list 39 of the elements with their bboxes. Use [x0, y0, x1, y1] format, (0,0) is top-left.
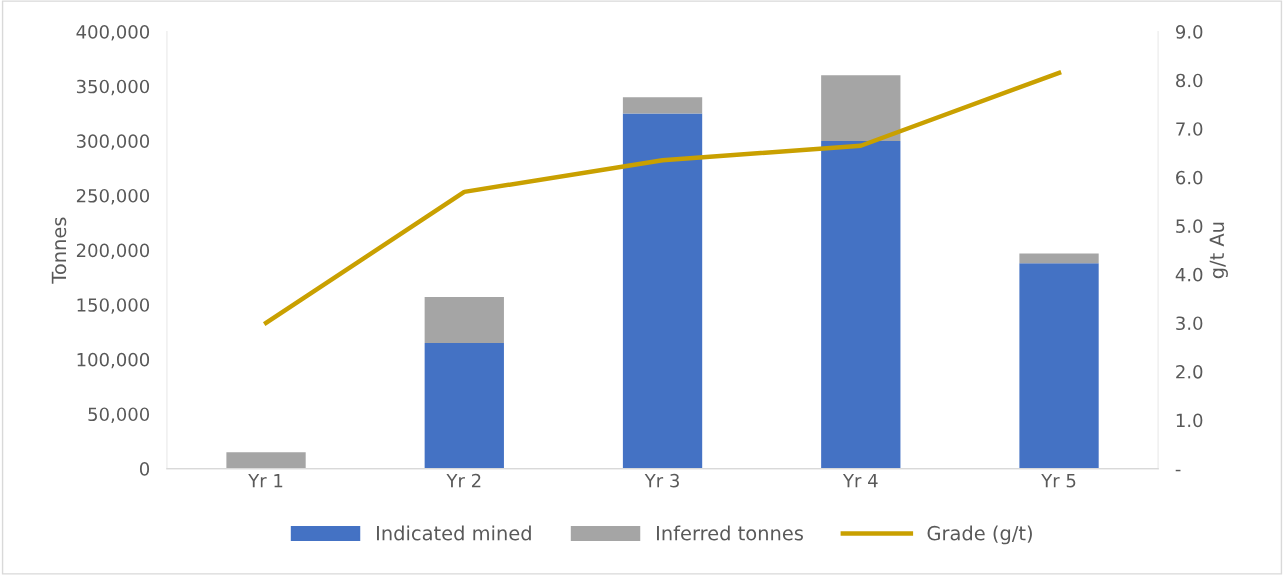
bar — [424, 342, 504, 469]
x-tick-label: Yr 1 — [248, 474, 283, 488]
y-tick-label: 300,000 — [76, 134, 150, 150]
bar — [622, 97, 703, 114]
y-tick-label: 0 — [139, 462, 150, 476]
y2-tick-label: 2.0 — [1176, 364, 1203, 379]
bar — [622, 113, 703, 469]
y2-tick-label: 9.0 — [1175, 25, 1203, 39]
legend-label: Inferred tonnes — [657, 525, 803, 541]
x-tick-label: Yr 5 — [1041, 474, 1076, 488]
y-tick-label: 100,000 — [77, 352, 150, 369]
bar — [226, 452, 306, 469]
x-tick-label: Yr 4 — [842, 474, 878, 488]
bar — [424, 297, 504, 343]
x-tick-label: Yr 3 — [644, 473, 679, 488]
x-tick-label: Yr 2 — [446, 473, 481, 488]
y-axis-title: Tonnes — [51, 217, 67, 284]
bar — [1019, 253, 1099, 264]
y-tick-label: 350,000 — [76, 79, 150, 96]
legend-label: Grade (g/t) — [927, 525, 1032, 545]
y2-tick-label: 8.0 — [1176, 73, 1203, 88]
y2-tick-label: 4.0 — [1175, 267, 1203, 282]
y2-tick-label: 3.0 — [1176, 316, 1203, 331]
y2-tick-label: 5.0 — [1176, 219, 1203, 233]
bar — [821, 140, 901, 469]
y2-tick-label: 1.0 — [1176, 413, 1203, 428]
y-tick-label: 50,000 — [88, 407, 150, 423]
bar — [821, 75, 901, 141]
line-series — [263, 70, 1062, 326]
y2-axis-title: g/t Au — [1209, 222, 1228, 279]
y-tick-label: 400,000 — [76, 25, 150, 41]
y2-tick-label: 6.0 — [1176, 170, 1203, 185]
y2-tick-label: - — [1175, 469, 1181, 472]
legend-label: Indicated mined — [377, 525, 531, 541]
y2-tick-label: 7.0 — [1176, 122, 1203, 136]
bar — [1019, 263, 1099, 469]
y-tick-label: 200,000 — [76, 243, 150, 260]
y-tick-label: 150,000 — [77, 298, 150, 314]
y-tick-label: 250,000 — [76, 188, 150, 205]
